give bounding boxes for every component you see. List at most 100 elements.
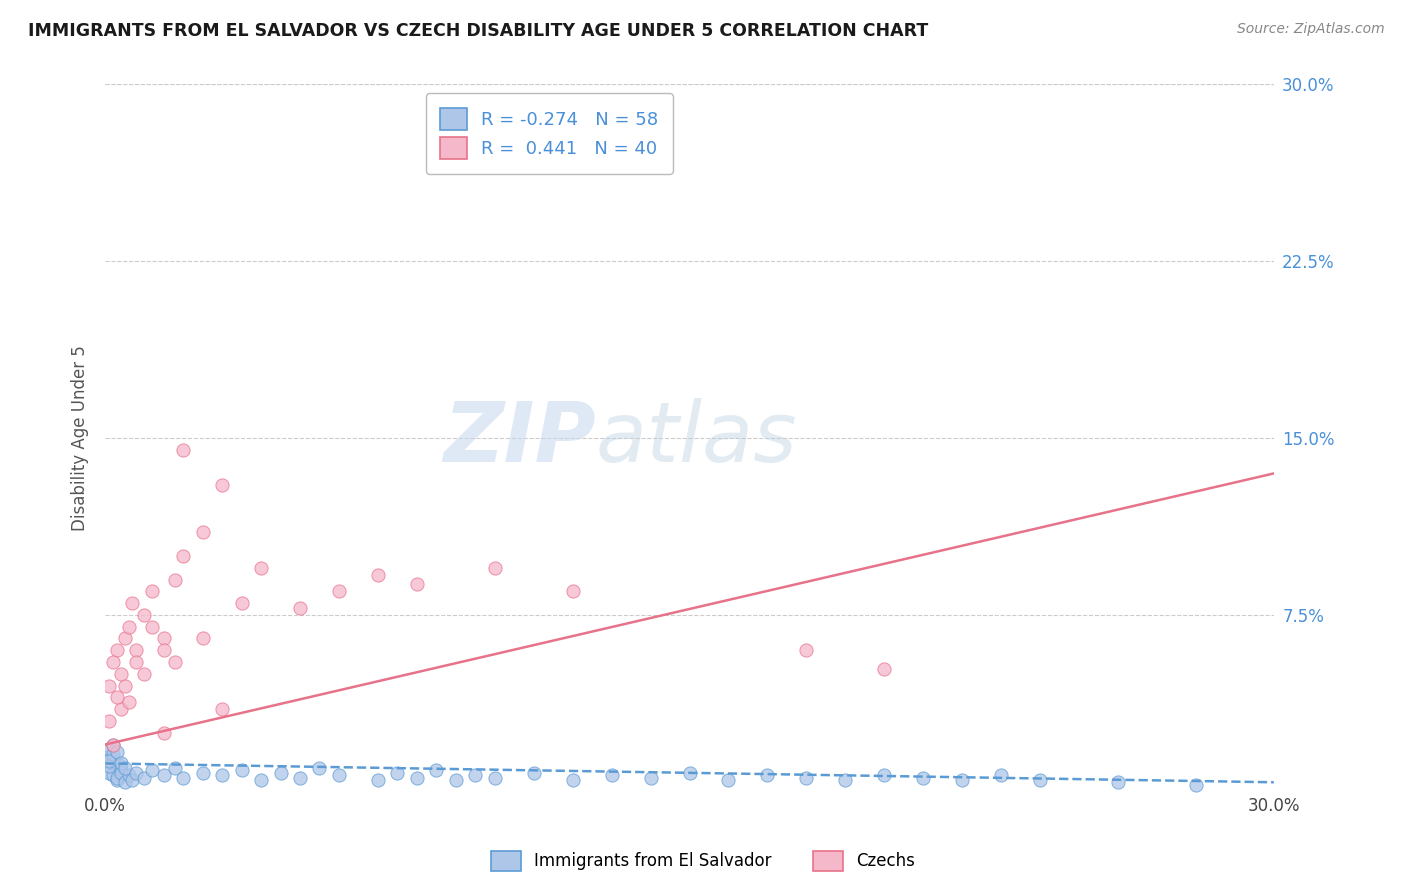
Point [152,768,174,782]
Point [98,679,121,693]
Point [561,772,583,787]
Point [834,772,856,787]
Text: atlas: atlas [596,398,797,479]
Point [110,765,132,780]
Point [250,772,273,787]
Point [1107,775,1129,789]
Point [101,738,124,752]
Point [600,768,623,782]
Point [105,771,128,785]
Point [114,775,136,789]
Point [425,764,447,778]
Point [134,607,156,622]
Point [678,765,700,780]
Point [873,768,896,782]
Point [165,573,187,587]
Point [1029,772,1052,787]
Point [105,690,128,705]
Point [125,655,148,669]
Point [211,478,233,492]
Point [141,584,163,599]
Point [125,765,148,780]
Point [105,745,128,759]
Point [152,632,174,646]
Point [990,768,1012,782]
Point [328,584,350,599]
Text: ZIP: ZIP [443,398,596,479]
Point [756,768,779,782]
Point [484,560,506,574]
Point [288,600,311,615]
Point [114,679,136,693]
Point [796,643,818,657]
Point [141,764,163,778]
Point [484,771,506,785]
Point [172,442,194,457]
Point [110,756,132,771]
Point [101,761,124,775]
Point [912,771,935,785]
Point [231,764,253,778]
Point [101,738,124,752]
Point [172,771,194,785]
Point [110,764,132,778]
Point [211,768,233,782]
Point [110,666,132,681]
Point [561,584,583,599]
Point [250,560,273,574]
Point [444,772,467,787]
Point [367,772,389,787]
Point [134,666,156,681]
Point [101,747,124,761]
Point [134,771,156,785]
Point [105,756,128,771]
Point [125,643,148,657]
Point [950,772,973,787]
Point [191,632,214,646]
Point [98,714,121,728]
Point [101,655,124,669]
Point [121,772,143,787]
Point [231,596,253,610]
Legend: R = -0.274   N = 58, R =  0.441   N = 40: R = -0.274 N = 58, R = 0.441 N = 40 [426,94,673,174]
Point [270,765,292,780]
Point [873,662,896,676]
Point [405,771,427,785]
Point [98,758,121,772]
Point [117,768,139,782]
Point [165,761,187,775]
Point [328,768,350,782]
Point [523,765,546,780]
Point [717,772,740,787]
Point [191,765,214,780]
Point [796,771,818,785]
Point [191,525,214,540]
Point [172,549,194,563]
Point [165,655,187,669]
Point [405,577,427,591]
Point [308,761,330,775]
Point [121,596,143,610]
Point [387,765,409,780]
Point [98,765,121,780]
Text: Source: ZipAtlas.com: Source: ZipAtlas.com [1237,22,1385,37]
Point [117,620,139,634]
Point [288,771,311,785]
Point [101,752,124,766]
Point [152,725,174,739]
Point [98,754,121,768]
Point [105,643,128,657]
Point [114,632,136,646]
Point [464,768,486,782]
Point [367,567,389,582]
Point [98,749,121,764]
Point [98,742,121,756]
Point [114,761,136,775]
Point [640,771,662,785]
Point [152,643,174,657]
Point [211,702,233,716]
Point [110,702,132,716]
Point [105,772,128,787]
Y-axis label: Disability Age Under 5: Disability Age Under 5 [72,345,89,531]
Point [101,768,124,782]
